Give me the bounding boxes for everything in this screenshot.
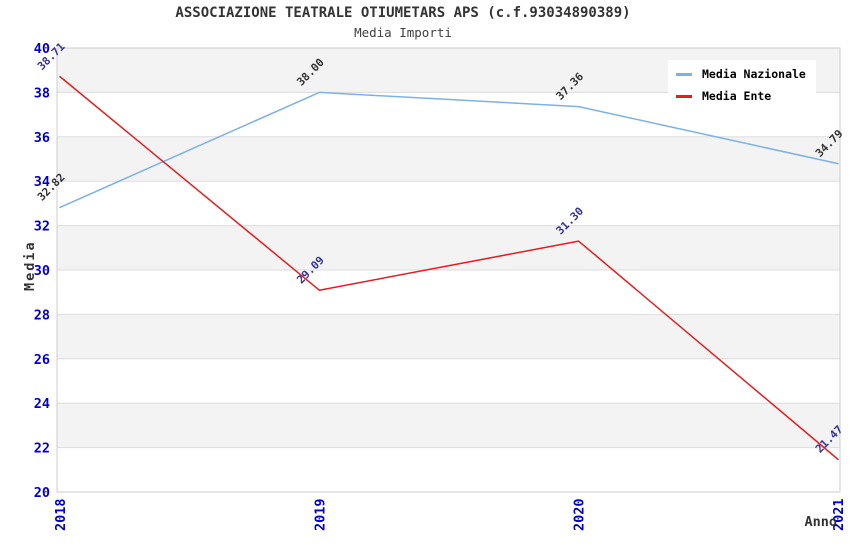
- legend-item-media-nazionale: Media Nazionale: [676, 65, 806, 83]
- plot-band: [57, 225, 840, 270]
- legend-line-swatch-media-ente: [676, 94, 692, 98]
- x-tick-label: 2018: [53, 498, 69, 531]
- y-tick-label: 32: [34, 219, 50, 235]
- legend-item-media-ente: Media Ente: [676, 87, 806, 105]
- y-tick-label: 26: [34, 352, 50, 368]
- y-tick-label: 24: [34, 396, 50, 412]
- legend: Media Nazionale Media Ente: [668, 60, 816, 110]
- x-tick-label: 2019: [312, 498, 328, 531]
- plot-band: [57, 314, 840, 359]
- y-tick-label: 36: [34, 130, 50, 146]
- y-tick-label: 38: [34, 85, 50, 101]
- series-line-media-nazionale: [59, 91, 839, 209]
- x-axis-title: Anno: [804, 514, 837, 530]
- y-tick-label: 30: [34, 263, 50, 279]
- y-axis-title: Media: [22, 240, 38, 291]
- plot-border: [56, 47, 841, 493]
- legend-label-media-nazionale: Media Nazionale: [702, 67, 806, 81]
- y-tick-label: 40: [34, 41, 50, 57]
- y-tick-label: 34: [34, 174, 50, 190]
- plot-band: [57, 403, 840, 448]
- plot-band: [57, 136, 840, 182]
- y-tick-label: 20: [34, 485, 50, 501]
- x-tick-label: 2021: [831, 498, 847, 531]
- x-tick-label: 2020: [572, 498, 588, 531]
- legend-line-swatch-media-nazionale: [676, 72, 692, 76]
- legend-label-media-ente: Media Ente: [702, 89, 772, 103]
- y-tick-label: 28: [34, 307, 50, 323]
- series-line-media-ente: [59, 75, 839, 461]
- y-tick-label: 22: [34, 441, 50, 457]
